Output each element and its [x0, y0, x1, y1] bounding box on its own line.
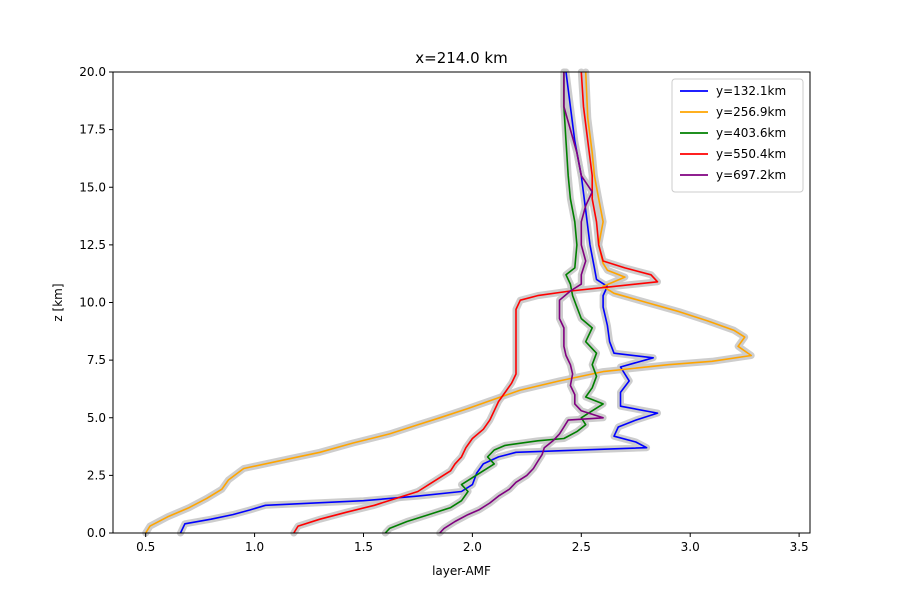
legend-label-series-2: y=256.9km: [716, 105, 786, 119]
x-tick-label: 2.5: [572, 540, 591, 554]
x-tick-label: 1.0: [245, 540, 264, 554]
x-tick-label: 3.5: [790, 540, 809, 554]
chart-legend: y=132.1km y=256.9km y=403.6km y=550.4km y=69…: [671, 78, 804, 193]
y-tick-label: 0.0: [87, 526, 106, 540]
series-line-2: [145, 71, 753, 534]
y-tick-label: 2.5: [87, 468, 106, 482]
x-tick-label: 0.5: [136, 540, 155, 554]
x-tick-label: 3.0: [681, 540, 700, 554]
legend-label-series-5: y=697.2km: [716, 168, 786, 182]
legend-box: [671, 78, 804, 193]
uncertainty-band-series-2: [142, 68, 755, 537]
y-axis-label: z [km]: [51, 283, 65, 321]
y-tick-label: 15.0: [79, 180, 106, 194]
y-axis-ticks: 0.0 2.5 5.0 7.5 10.0 12.5 15.0 17.5 20.0: [79, 65, 113, 540]
y-tick-label: 17.5: [79, 123, 106, 137]
legend-label-series-4: y=550.4km: [716, 147, 786, 161]
uncertainty-bands: [142, 68, 755, 537]
x-tick-label: 1.5: [354, 540, 373, 554]
y-tick-label: 10.0: [79, 296, 106, 310]
legend-label-series-3: y=403.6km: [716, 126, 786, 140]
y-tick-label: 12.5: [79, 238, 106, 252]
y-tick-label: 5.0: [87, 411, 106, 425]
series-lines: [145, 71, 753, 534]
series-line-1: [179, 71, 659, 534]
x-axis-ticks: 0.5 1.0 1.5 2.0 2.5 3.0 3.5: [136, 533, 809, 554]
x-axis-label: layer-AMF: [432, 564, 491, 578]
x-tick-label: 2.0: [463, 540, 482, 554]
series-line-3: [384, 72, 604, 534]
series-line-5: [439, 72, 604, 534]
series-line-4: [293, 71, 659, 534]
y-tick-label: 7.5: [87, 353, 106, 367]
y-tick-label: 20.0: [79, 65, 106, 79]
chart-title: x=214.0 km: [415, 49, 507, 67]
legend-label-series-1: y=132.1km: [716, 84, 786, 98]
